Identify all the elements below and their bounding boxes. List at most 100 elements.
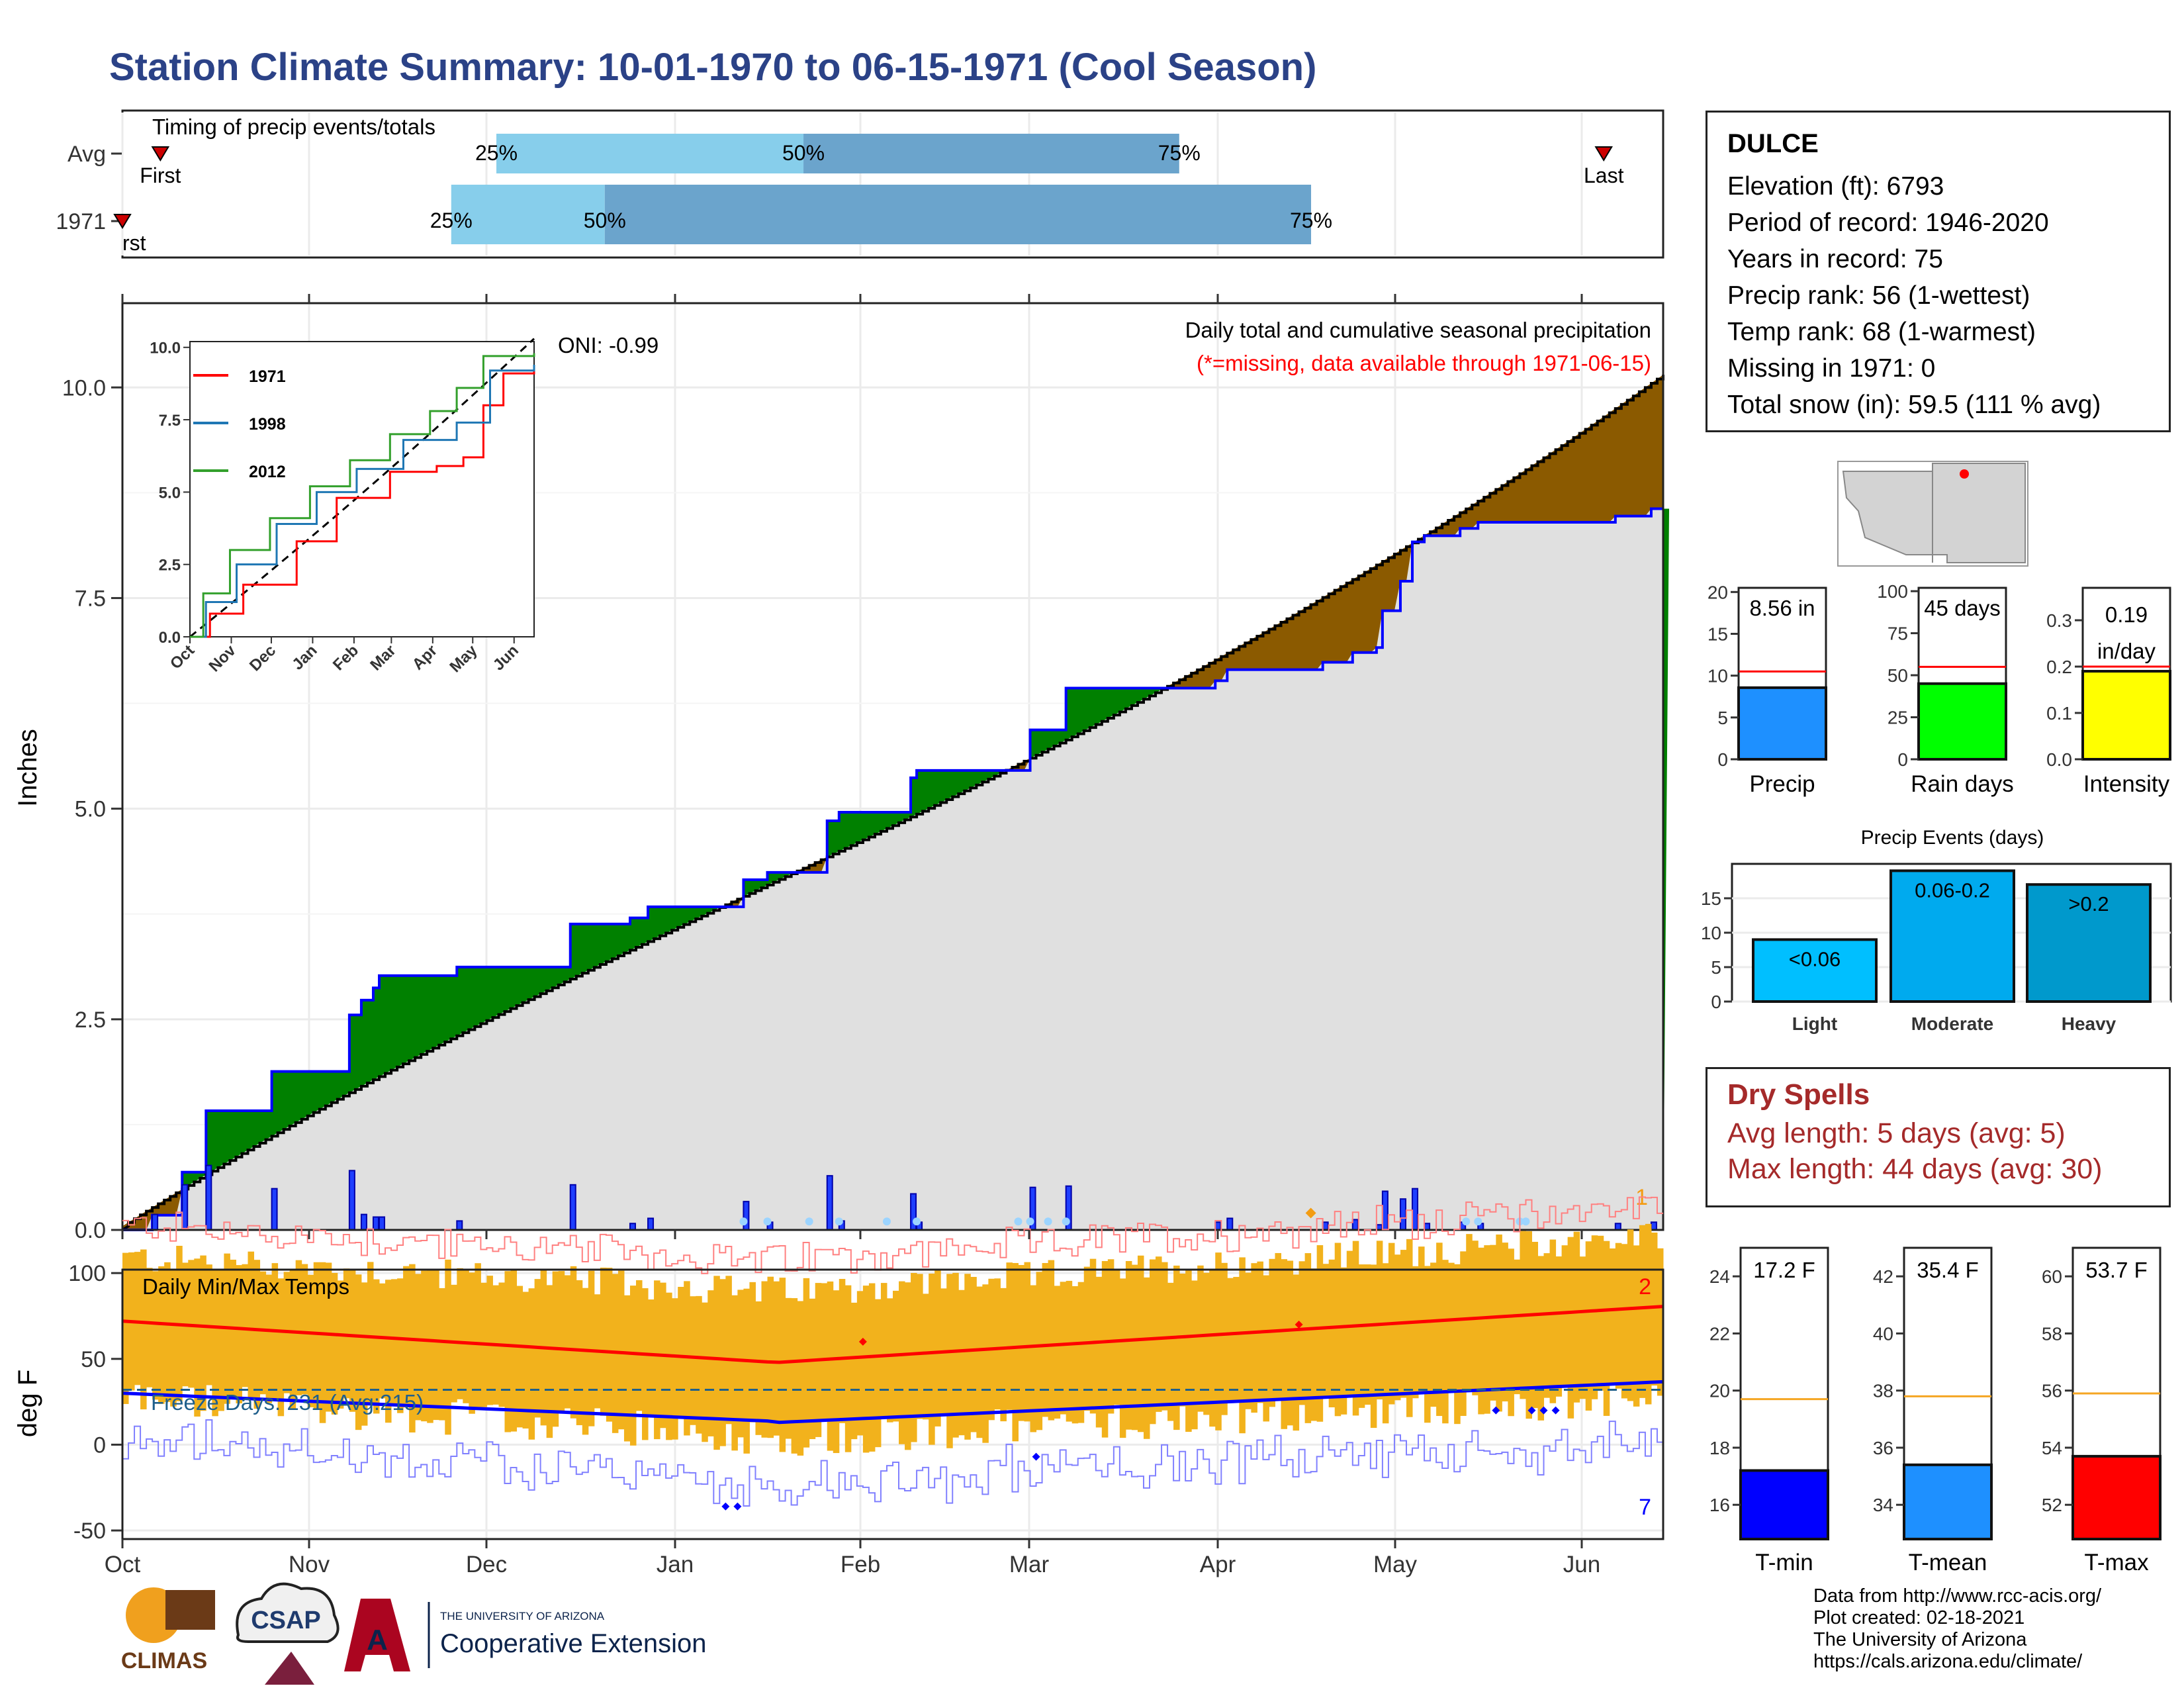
temp-daily-bar <box>331 1272 338 1415</box>
precip-snow-marker <box>805 1217 813 1226</box>
temp-daily-bar <box>570 1266 577 1419</box>
precip-subtitle: (*=missing, data available through 1971-… <box>1197 351 1651 375</box>
precip-events-ytick-label: 10 <box>1701 923 1721 943</box>
precip-snow-marker <box>1044 1217 1052 1226</box>
timing-row-Avg-label: Avg <box>68 142 106 167</box>
temp-daily-bar <box>629 1286 637 1446</box>
station-location-dot <box>1960 469 1969 479</box>
temp-avg-max-line <box>122 1305 1664 1364</box>
temp-daily-bar <box>1460 1251 1467 1416</box>
temp-daily-bar <box>1358 1264 1365 1408</box>
temp-daily-bar <box>1525 1231 1532 1419</box>
inset-ytick-label: 5.0 <box>159 484 181 502</box>
precip-daily-bar <box>1351 1219 1359 1231</box>
temp-daily-bar <box>576 1280 583 1425</box>
temp-daily-bar <box>797 1301 804 1456</box>
temp-daily-bar <box>982 1284 989 1443</box>
temp-daily-bar <box>486 1276 493 1405</box>
temp-daily-bar <box>1245 1272 1251 1409</box>
temp-daily-bar <box>1173 1265 1180 1430</box>
timing-row-Avg-first-label: First <box>140 164 181 187</box>
precip-events-bar-label: 0.06-0.2 <box>1915 878 1990 902</box>
tmin-summary-ytick-label: 18 <box>1709 1438 1730 1458</box>
precip-events-ytick-label: 0 <box>1711 992 1721 1012</box>
timing-label: Timing of precip events/totals <box>152 115 435 139</box>
timing-row-Avg-bar-q25-q50 <box>496 134 804 173</box>
tmean-summary-label: T-mean <box>1909 1550 1987 1575</box>
temp-daily-bar <box>415 1274 422 1421</box>
temp-daily-bar <box>253 1260 261 1409</box>
precip-snow-marker <box>739 1217 748 1226</box>
temp-daily-bar <box>1615 1243 1622 1389</box>
precip-missing-marker <box>1305 1207 1316 1219</box>
temp-daily-bar <box>1376 1241 1383 1400</box>
month-label: Oct <box>105 1552 141 1577</box>
temp-record-marker <box>733 1502 742 1511</box>
temp-daily-bar <box>1042 1263 1049 1417</box>
temp-daily-bar <box>1561 1245 1569 1387</box>
temp-daily-bar <box>880 1283 887 1419</box>
timing-panel: Timing of precip events/totals Avg 25% 50% 7… <box>56 109 1738 259</box>
temp-daily-bar <box>755 1301 762 1435</box>
temp-daily-bar <box>289 1269 296 1410</box>
temp-daily-bar <box>1054 1286 1061 1419</box>
temp-daily-bar <box>1227 1278 1234 1402</box>
temp-daily-bar <box>1382 1263 1389 1424</box>
precip-snow-marker <box>882 1217 891 1226</box>
temp-daily-bar <box>1591 1235 1598 1399</box>
temp-daily-bar <box>678 1286 684 1417</box>
temp-daily-bar <box>259 1271 267 1395</box>
month-label: Apr <box>1200 1552 1236 1577</box>
temp-daily-bar <box>1107 1259 1115 1414</box>
inset-legend-label: 1998 <box>249 415 286 434</box>
precip-summary-label: Precip <box>1749 771 1815 797</box>
station-period: Period of record: 1946-2020 <box>1727 209 2049 237</box>
credit-university: The University of Arizona <box>1813 1629 2027 1650</box>
timing-row-Avg-last-marker <box>1594 146 1613 162</box>
precip-ytick-label: 10.0 <box>62 375 106 400</box>
temp-daily-bar <box>1233 1276 1240 1403</box>
temp-daily-bar <box>833 1290 840 1454</box>
temp-daily-bar <box>827 1281 834 1451</box>
temp-daily-bar <box>1095 1276 1103 1428</box>
precip-events-bar-label: <0.06 <box>1789 947 1841 970</box>
temp-daily-bar <box>1191 1280 1198 1430</box>
temp-daily-bar <box>1156 1256 1162 1412</box>
temp-daily-bar <box>277 1278 285 1417</box>
temp-daily-bar <box>1197 1265 1204 1412</box>
intensity-summary-ytick-label: 0.3 <box>2046 610 2072 631</box>
temp-daily-bar <box>779 1278 786 1452</box>
precip-daily-bar <box>372 1216 379 1231</box>
tmax-summary-ytick-label: 52 <box>2042 1495 2062 1515</box>
temp-daily-bar <box>1179 1273 1186 1407</box>
temp-daily-bar <box>1304 1253 1312 1423</box>
temp-daily-bar <box>1573 1231 1580 1403</box>
credit-data-source: Data from http://www.rcc-acis.org/ <box>1813 1585 2102 1607</box>
precip-daily-bar <box>271 1188 278 1231</box>
intensity-summary-value-bar <box>2081 670 2171 761</box>
temp-daily-bar <box>1609 1248 1616 1383</box>
temp-daily-bar <box>1131 1264 1138 1430</box>
temp-daily-bar <box>242 1264 248 1387</box>
precip-events-bar-light <box>1752 938 1878 1004</box>
temp-daily-bar <box>1531 1241 1539 1409</box>
station-elevation: Elevation (ft): 6793 <box>1727 172 1944 201</box>
temp-daily-bar <box>1221 1262 1228 1415</box>
temp-daily-bar <box>886 1298 893 1423</box>
precip-avg-cumulative-line <box>121 375 1664 1231</box>
csap-logo-text: CSAP <box>251 1607 321 1634</box>
temp-daily-bar <box>409 1264 416 1432</box>
temp-record-marker <box>1551 1406 1560 1415</box>
temp-daily-bar <box>1167 1282 1174 1421</box>
temp-daily-bar <box>899 1281 905 1444</box>
temp-daily-bar <box>636 1280 643 1411</box>
temp-daily-bar <box>773 1281 780 1436</box>
temp-daily-bar <box>206 1264 212 1385</box>
temp-daily-bar <box>200 1255 206 1411</box>
temp-daily-bar <box>1298 1261 1306 1405</box>
precip-snow-marker <box>1062 1217 1070 1226</box>
raindays-summary-ytick-label: 50 <box>1888 665 1908 686</box>
temp-daily-bar <box>1018 1265 1025 1421</box>
